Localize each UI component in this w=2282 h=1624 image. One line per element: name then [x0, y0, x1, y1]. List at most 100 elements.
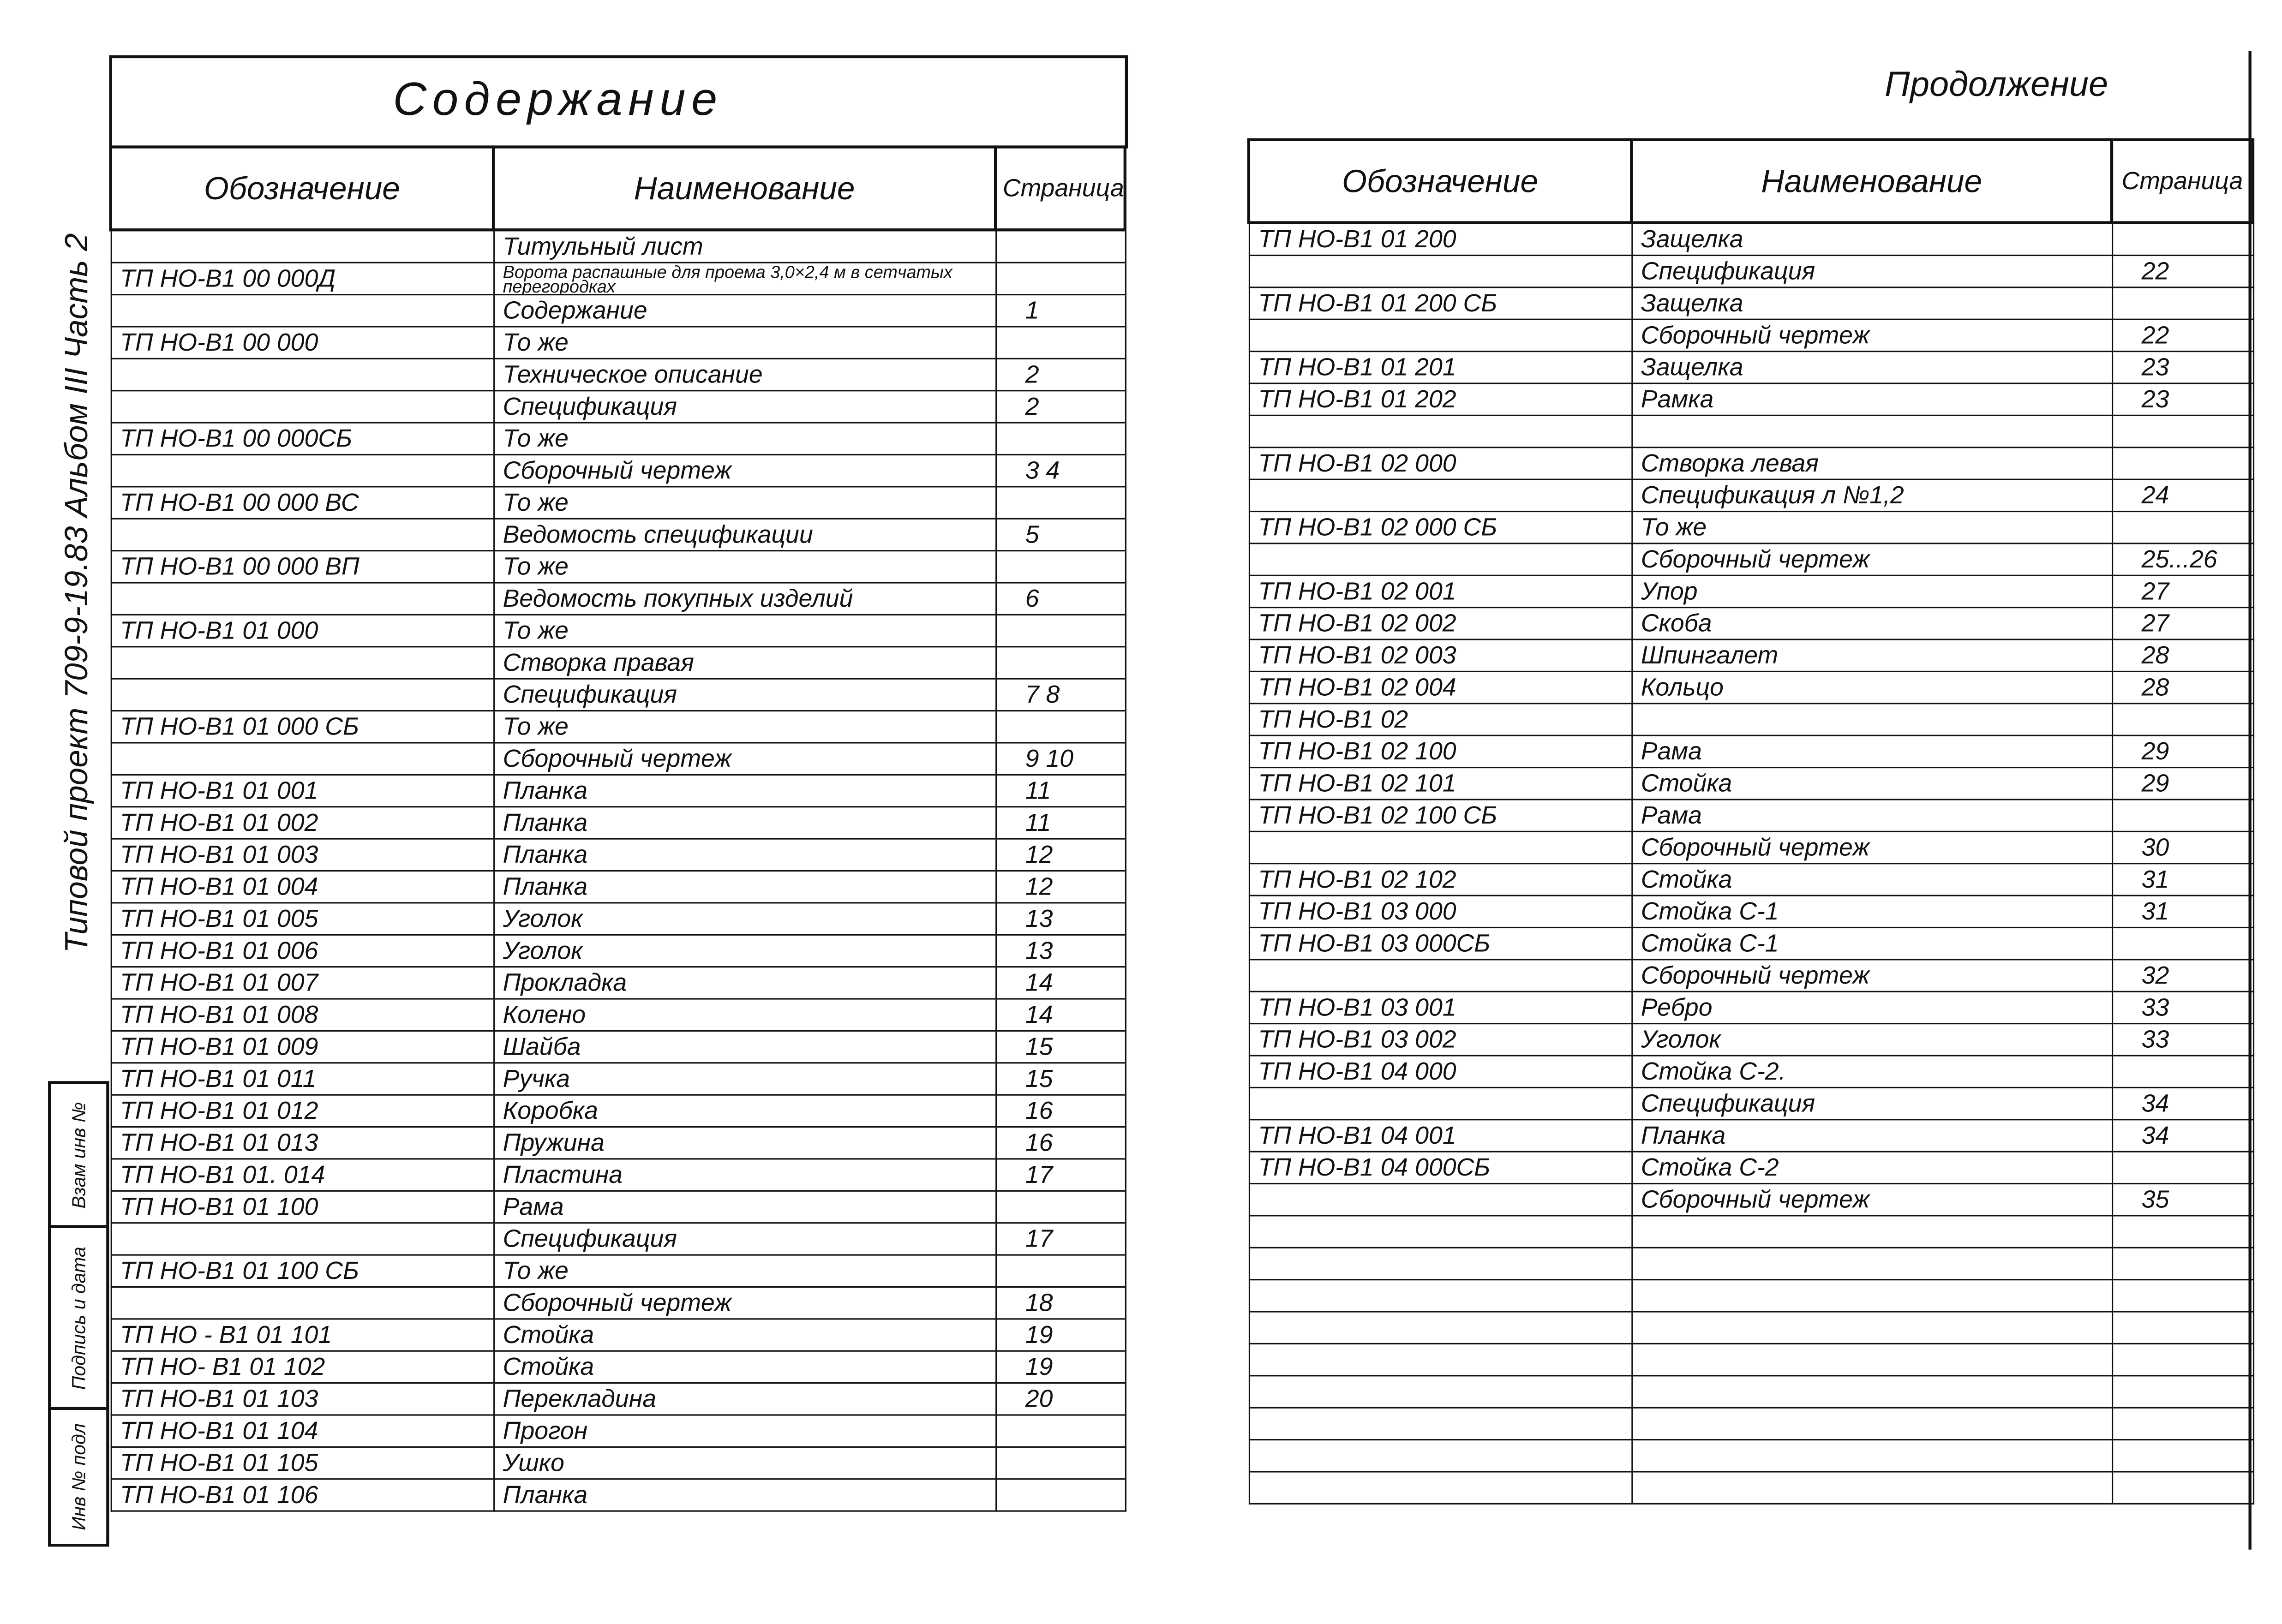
right-title: Продолжение	[1885, 65, 2108, 105]
cell-name: Защелка	[1630, 287, 2113, 320]
cell-page: 28	[2111, 670, 2254, 705]
cell-page	[2111, 447, 2254, 480]
table-row: ТП НО-В1 01 002 Планка 11	[110, 806, 1126, 840]
cell-designation	[1248, 1311, 1632, 1345]
cell-designation	[1248, 1375, 1632, 1409]
cell-name: Ведомость покупных изделий	[492, 582, 996, 616]
cell-page: 32	[2111, 959, 2254, 992]
table-row: ТП НО- В1 01 102 Стойка 19	[110, 1350, 1126, 1384]
cell-name: Планка	[492, 1478, 996, 1512]
cell-designation: ТП НО-В1 01 011	[110, 1062, 494, 1096]
table-row: ТП НО-В1 01 003 Планка 12	[110, 838, 1126, 872]
cell-designation: ТП НО-В1 03 000	[1248, 895, 1632, 929]
cell-name: Стойка	[1630, 863, 2113, 896]
table-row: ТП НО-В1 02	[1248, 703, 2254, 736]
cell-designation: ТП НО-В1 04 000СБ	[1248, 1151, 1632, 1185]
cell-name: Рама	[1630, 799, 2113, 832]
header-designation: Обозначение	[1247, 138, 1633, 224]
table-row: ТП НО-В1 02 100 СБ Рама	[1248, 799, 2254, 832]
cell-name: Ушко	[492, 1446, 996, 1480]
table-row: Ведомость спецификации 5	[110, 518, 1126, 552]
cell-designation: ТП НО-В1 02 100 СБ	[1248, 799, 1632, 832]
table-row: ТП НО-В1 01 000 То же	[110, 614, 1126, 648]
empty-row	[1248, 1215, 2254, 1248]
cell-name: То же	[492, 614, 996, 648]
cell-page: 18	[994, 1286, 1126, 1320]
cell-name: Защелка	[1630, 221, 2113, 257]
cell-name: Сборочный чертеж	[492, 742, 996, 776]
cell-page: 27	[2111, 607, 2254, 640]
cell-name: Стойка С-1	[1630, 895, 2113, 929]
cell-designation: ТП НО-В1 01 202	[1248, 382, 1632, 416]
cell-page	[994, 1190, 1126, 1224]
cell-page	[2111, 1151, 2254, 1185]
table-row: Спецификация 17	[110, 1222, 1126, 1256]
cell-designation: ТП НО-В1 00 000	[110, 326, 494, 359]
cell-designation	[110, 358, 494, 392]
cell-designation	[1248, 318, 1632, 352]
cell-name: Сборочный чертеж	[1630, 959, 2113, 992]
table-row: ТП НО-В1 01 105 Ушко	[110, 1446, 1126, 1480]
cell-name: Ручка	[492, 1062, 996, 1096]
cell-name: Ворота распашные для проема 3,0×2,4 м в …	[492, 262, 996, 296]
table-row: ТП НО-В1 01 009 Шайба 15	[110, 1030, 1126, 1064]
cell-designation: ТП НО-В1 01 201	[1248, 351, 1632, 384]
table-row: Сборочный чертеж 30	[1248, 830, 2254, 865]
cell-designation: ТП НО-В1 00 000 ВС	[110, 486, 494, 519]
cell-page	[994, 710, 1126, 744]
table-row: ТП НО-В1 03 001 Ребро 33	[1248, 991, 2254, 1025]
table-row: ТП НО-В1 01 106 Планка	[110, 1478, 1126, 1512]
cell-page: 15	[994, 1030, 1126, 1064]
cell-page: 14	[994, 966, 1126, 1000]
empty-row	[1248, 1471, 2254, 1505]
cell-name	[1630, 1247, 2113, 1281]
table-row: ТП НО-В1 01. 014 Пластина 17	[110, 1158, 1126, 1192]
table-row: ТП НО-В1 01 007 Прокладка 14	[110, 966, 1126, 1000]
cell-designation	[110, 646, 494, 680]
cell-designation: ТП НО-В1 01 006	[110, 934, 494, 968]
cell-name: То же	[1630, 510, 2113, 544]
cell-name: Сборочный чертеж	[1630, 543, 2113, 576]
header-page: Страница	[994, 145, 1126, 232]
header-name: Наименование	[491, 145, 997, 232]
cell-designation	[110, 582, 494, 616]
table-row: ТП НО-В1 01 104 Прогон	[110, 1414, 1126, 1448]
cell-page: 23	[2111, 382, 2254, 416]
table-row: ТП НО-В1 01 012 Коробка 16	[110, 1094, 1126, 1128]
table-row: ТП НО-В1 02 000 СБ То же	[1248, 510, 2254, 544]
cell-name: Стойка С-2	[1630, 1151, 2113, 1185]
cell-name: Содержание	[492, 294, 996, 328]
cell-designation: ТП НО-В1 00 000 ВП	[110, 550, 494, 584]
cell-page	[2111, 510, 2254, 544]
cell-name: Прокладка	[492, 966, 996, 1000]
cell-designation: ТП НО-В1 01 012	[110, 1094, 494, 1128]
table-row: ТП НО-В1 01 200 Защелка	[1248, 221, 2254, 257]
table-row: Спецификация 2	[110, 390, 1126, 424]
header-designation: Обозначение	[109, 145, 495, 232]
cell-name: Коробка	[492, 1094, 996, 1128]
table-row: Спецификация л №1,2 24	[1248, 478, 2254, 513]
cell-name: Сборочный чертеж	[492, 454, 996, 488]
cell-name: Стойка	[492, 1318, 996, 1352]
cell-page: 12	[994, 870, 1126, 904]
cell-name	[1630, 1279, 2113, 1313]
cell-page	[2111, 1311, 2254, 1345]
cell-designation: ТП НО-В1 01 008	[110, 998, 494, 1032]
cell-designation	[1248, 543, 1632, 576]
cell-designation: ТП НО-В1 00 000СБ	[110, 422, 494, 456]
table-row: ТП НО-В1 01 103 Перекладина 20	[110, 1382, 1126, 1416]
header-page: Страница	[2110, 138, 2255, 224]
cell-name: Планка	[1630, 1119, 2113, 1152]
cell-page: 17	[994, 1158, 1126, 1192]
table-row: ТП НО-В1 02 004 Кольцо 28	[1248, 670, 2254, 705]
table-row: ТП НО-В1 02 000 Створка левая	[1248, 447, 2254, 480]
table-row: ТП НО-В1 04 000СБ Стойка С-2	[1248, 1151, 2254, 1185]
cell-name: Сборочный чертеж	[492, 1286, 996, 1320]
cell-designation	[1248, 1182, 1632, 1217]
cell-name: Кольцо	[1630, 670, 2113, 705]
cell-designation	[1248, 1215, 1632, 1248]
cell-designation: ТП НО-В1 01 000 СБ	[110, 710, 494, 744]
cell-page: 13	[994, 902, 1126, 936]
cell-name	[1630, 414, 2113, 448]
cell-page: 28	[2111, 639, 2254, 673]
